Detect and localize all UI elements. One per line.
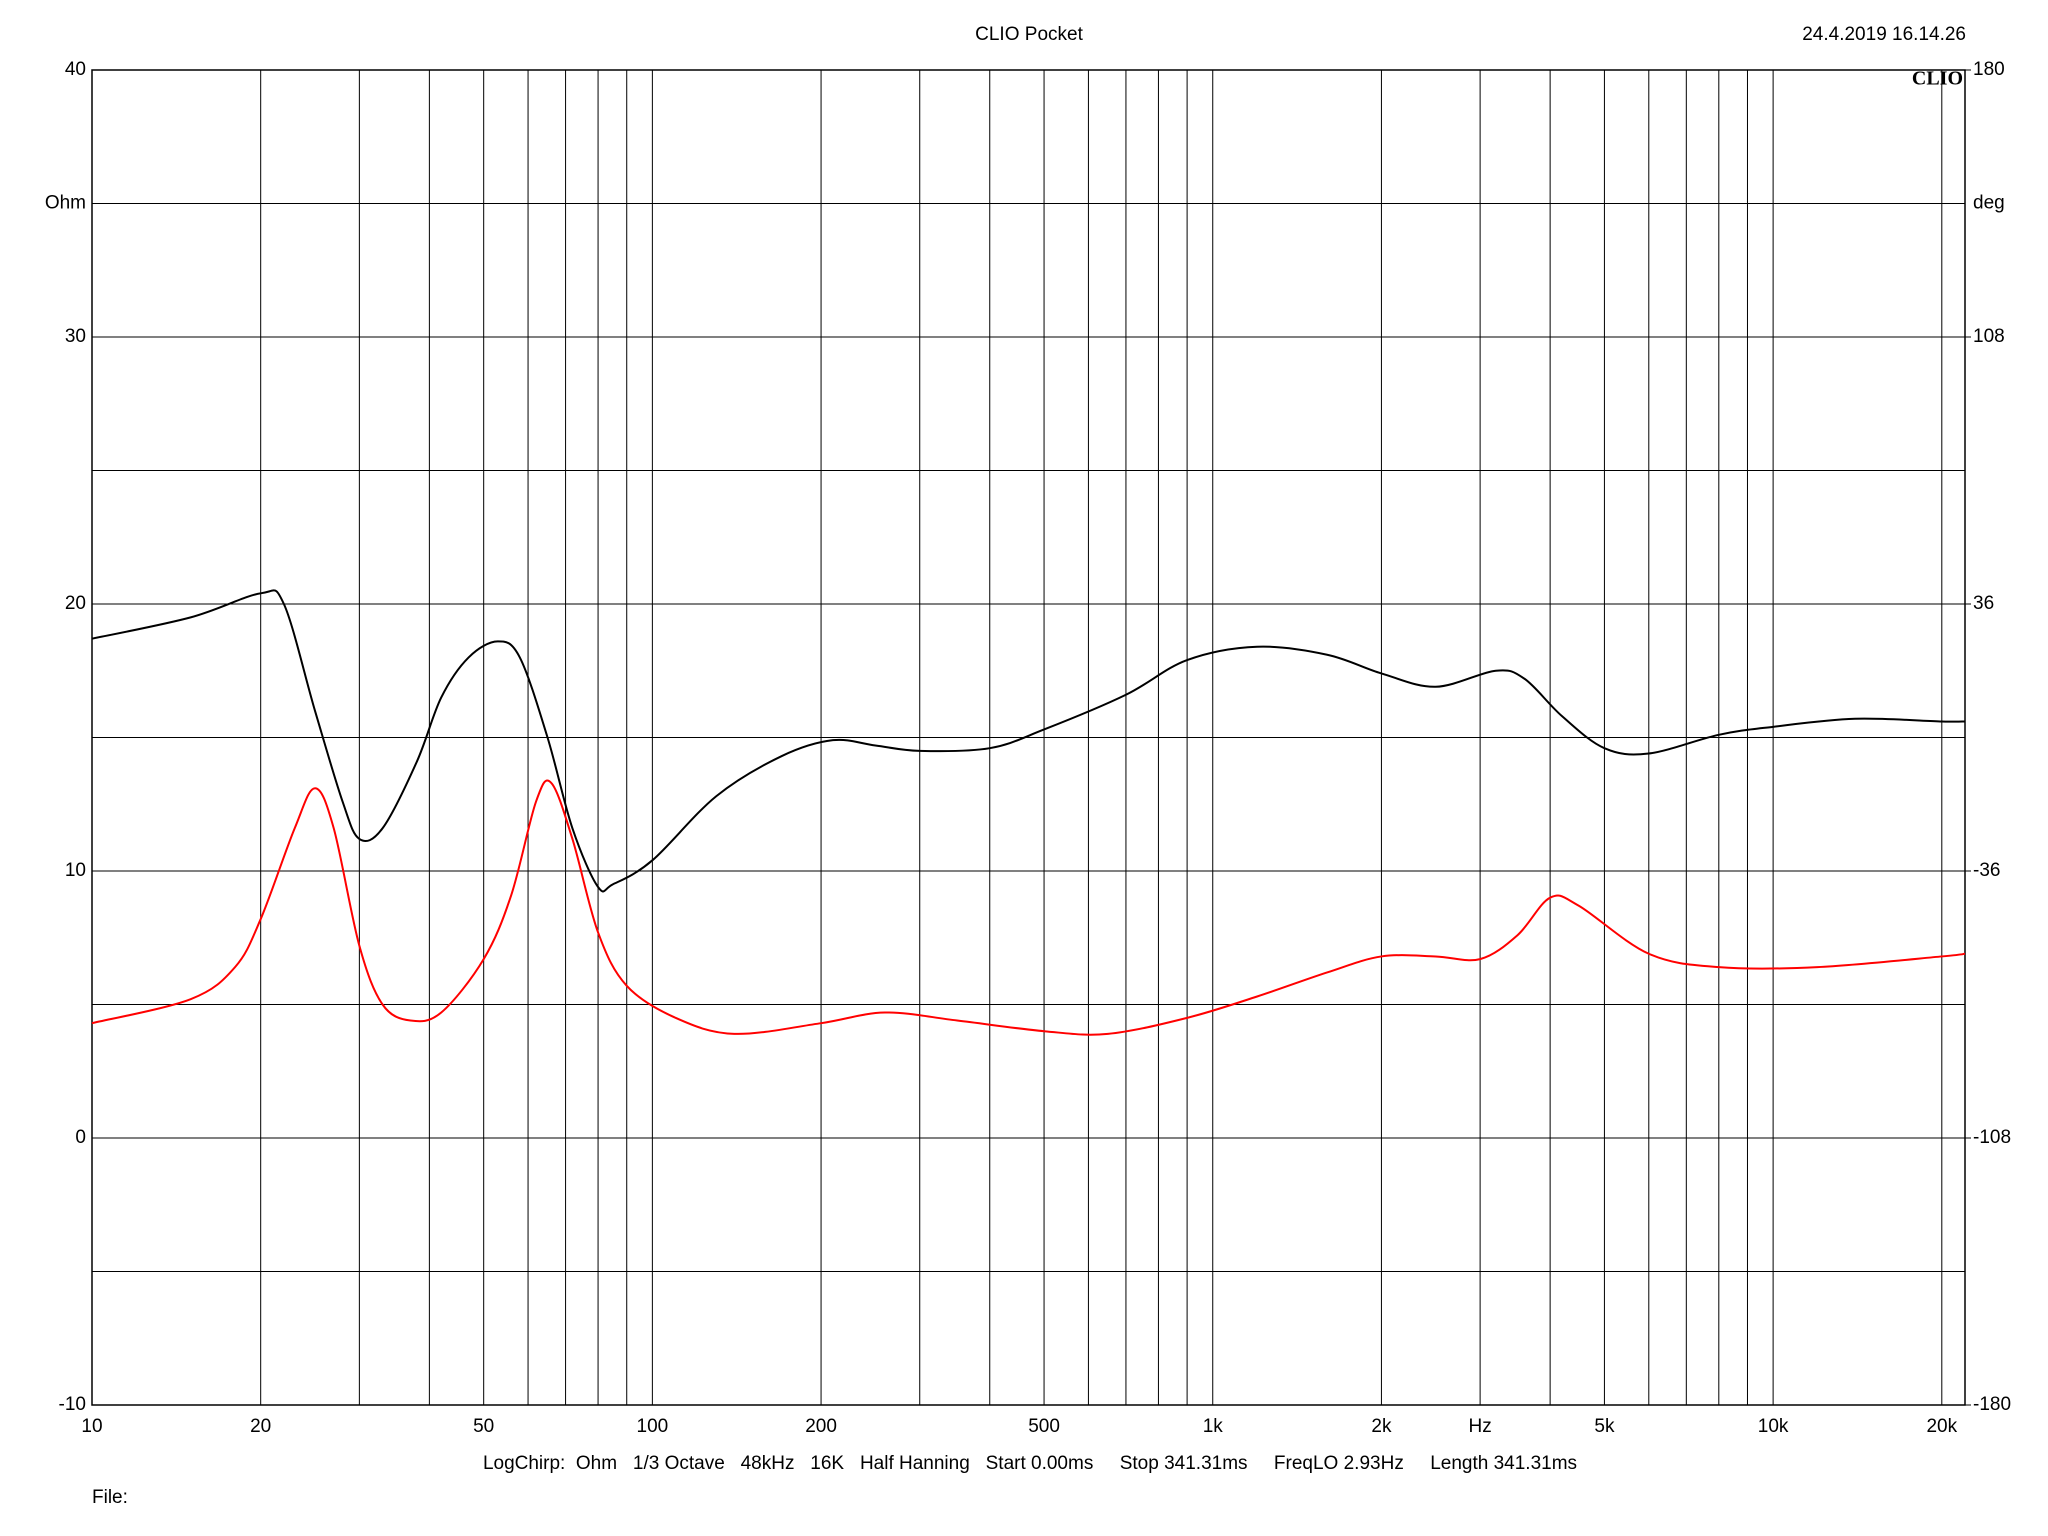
y2-tick-label: -108 [1973, 1127, 2011, 1148]
x-tick-label: 5k [1594, 1416, 1615, 1437]
x-tick-label: 10k [1758, 1416, 1789, 1437]
x-tick-label: 100 [637, 1416, 669, 1437]
y-tick-label: 10 [65, 860, 86, 881]
curve [91, 589, 1966, 893]
y-tick-label: 30 [65, 326, 86, 347]
y-tick-label: 40 [65, 59, 86, 80]
y2-tick-label: -36 [1973, 860, 2000, 881]
x-axis-label: Hz [1468, 1416, 1491, 1437]
y2-tick-label: 108 [1973, 326, 2005, 347]
y2-axis-label: deg [1973, 193, 2005, 214]
y-tick-label: 0 [75, 1127, 86, 1148]
x-tick-label: 20 [250, 1416, 271, 1437]
plot-frame [91, 69, 1966, 1406]
x-tick-label: 2k [1371, 1416, 1392, 1437]
curve [91, 779, 1966, 1036]
x-tick-label: 50 [473, 1416, 494, 1437]
file-label: File: [92, 1487, 128, 1508]
chart-title: CLIO Pocket [975, 24, 1083, 45]
x-tick-label: 500 [1028, 1416, 1060, 1437]
y-tick-label: -10 [59, 1394, 86, 1415]
y-tick-label: 20 [65, 593, 86, 614]
timestamp: 24.4.2019 16.14.26 [1802, 24, 1966, 45]
x-tick-label: 1k [1203, 1416, 1224, 1437]
y-axis-label: Ohm [45, 193, 86, 214]
x-tick-label: 10 [81, 1416, 102, 1437]
x-tick-label: 20k [1926, 1416, 1957, 1437]
logo: CLIO [1912, 68, 1963, 90]
x-tick-label: 200 [805, 1416, 837, 1437]
y2-tick-label: 180 [1973, 59, 2005, 80]
footer: LogChirp: Ohm 1/3 Octave 48kHz 16K Half … [483, 1453, 1577, 1474]
y2-tick-label: 36 [1973, 593, 1994, 614]
y2-tick-label: -180 [1973, 1394, 2011, 1415]
